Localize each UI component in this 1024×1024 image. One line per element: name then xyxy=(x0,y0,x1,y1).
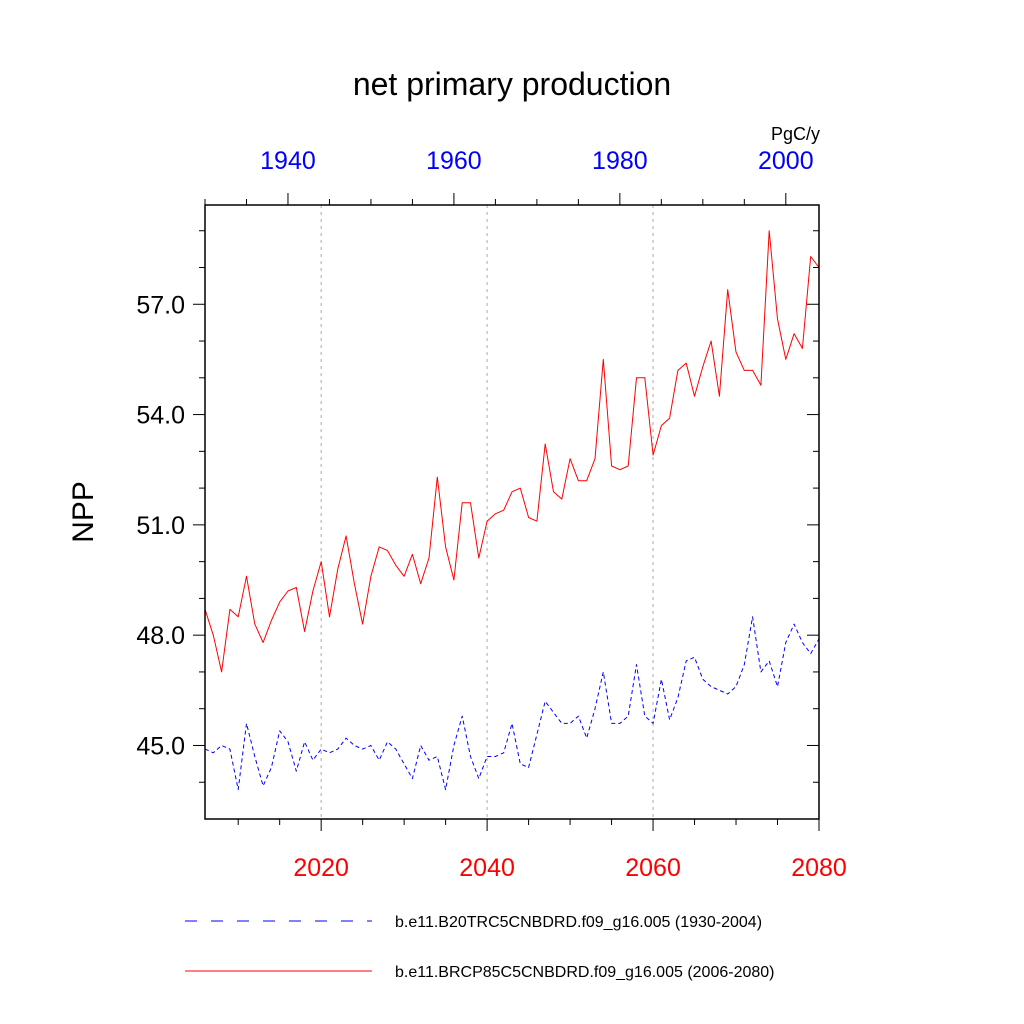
legend-label-historical: b.e11.B20TRC5CNBDRD.f09_g16.005 (1930-20… xyxy=(395,914,762,931)
x-top-tick-label-1980: 1980 xyxy=(592,147,648,175)
series-line-0 xyxy=(204,616,820,791)
units-label: PgC/y xyxy=(771,124,820,144)
legend: b.e11.B20TRC5CNBDRD.f09_g16.005 (1930-20… xyxy=(185,914,774,981)
plot-frame xyxy=(204,204,820,820)
x-top-tick-label-1940: 1940 xyxy=(260,147,316,175)
axes: 45.0 48.0 51.0 54.0 57.0 2020 2040 2060 2080 1940… xyxy=(136,147,846,882)
series-line-1 xyxy=(204,230,820,673)
series-lines xyxy=(204,230,820,791)
y-tick-label-48.0: 48.0 xyxy=(136,622,185,650)
x-top-tick-label-1960: 1960 xyxy=(426,147,482,175)
y-axis-label: NPP xyxy=(67,481,100,543)
y-tick-label-57.0: 57.0 xyxy=(136,291,185,319)
x-top-tick-label-2000: 2000 xyxy=(758,147,814,175)
legend-label-rcp85: b.e11.BRCP85C5CNBDRD.f09_g16.005 (2006-2… xyxy=(395,964,774,981)
chart-title: net primary production xyxy=(353,66,671,102)
x-bottom-tick-label-2060: 2060 xyxy=(625,854,681,882)
x-bottom-tick-label-2080: 2080 xyxy=(791,854,847,882)
x-bottom-tick-label-2020: 2020 xyxy=(293,854,349,882)
y-tick-label-51.0: 51.0 xyxy=(136,512,185,540)
x-bottom-tick-label-2040: 2040 xyxy=(459,854,515,882)
y-tick-label-45.0: 45.0 xyxy=(136,732,185,760)
vertical-grid xyxy=(320,205,654,819)
y-tick-label-54.0: 54.0 xyxy=(136,402,185,430)
